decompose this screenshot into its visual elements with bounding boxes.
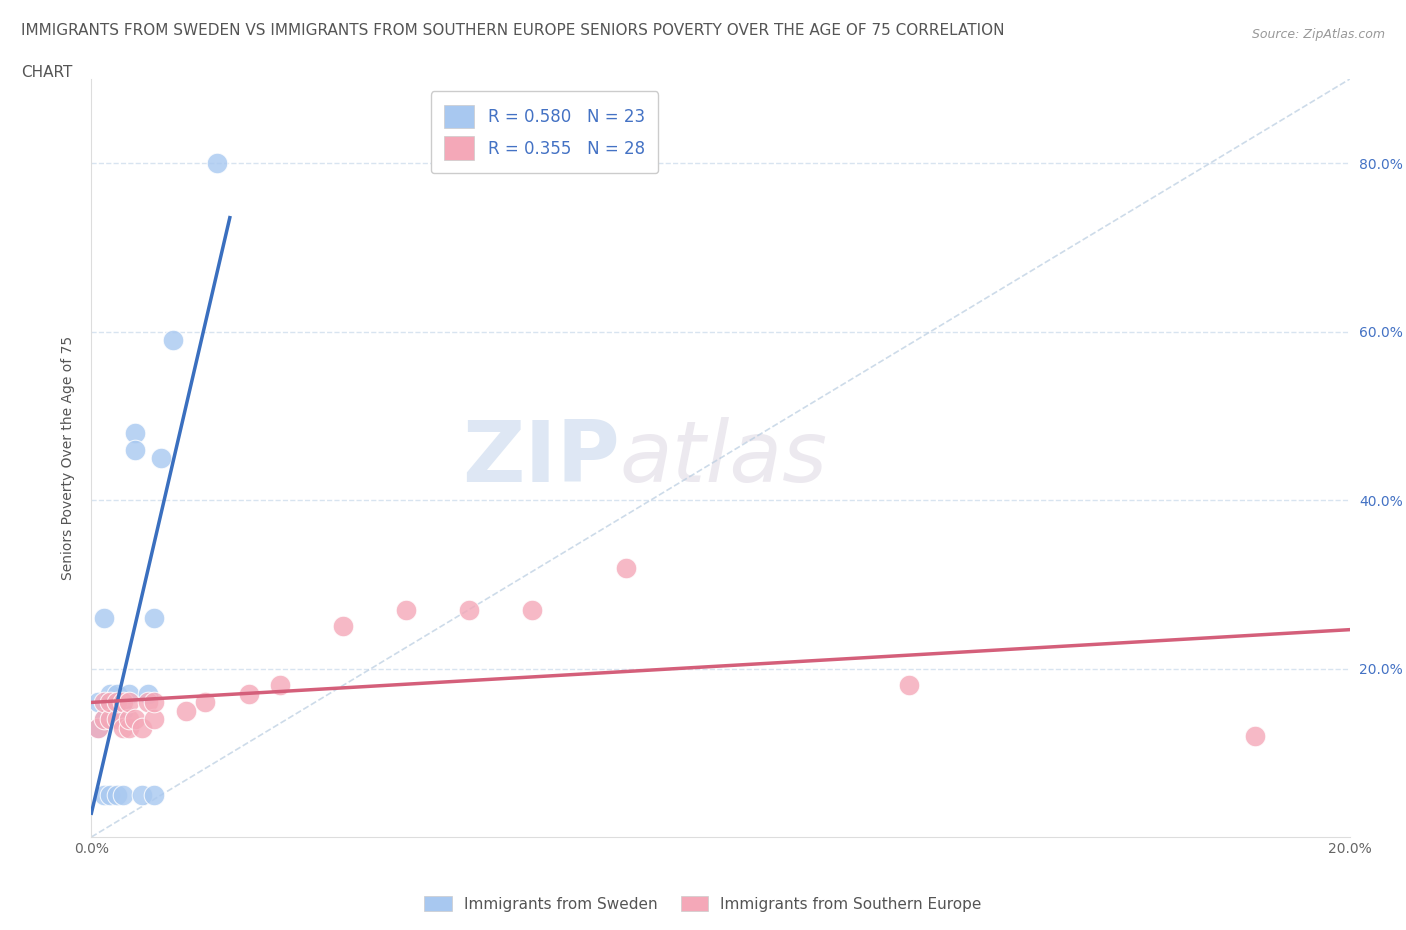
Point (614, 560, 637, 575)
Point (143, 695, 166, 710)
Point (111, 703, 134, 718)
Point (143, 788, 166, 803)
Point (93, 788, 115, 803)
Point (520, 603, 543, 618)
Point (395, 603, 418, 618)
Legend: Immigrants from Sweden, Immigrants from Southern Europe: Immigrants from Sweden, Immigrants from … (418, 889, 988, 918)
Point (93, 695, 115, 710)
Point (124, 425, 146, 440)
Point (136, 686, 159, 701)
Point (98, 788, 121, 803)
Point (131, 720, 153, 735)
Point (332, 619, 354, 634)
Point (98, 711, 121, 726)
Text: Source: ZipAtlas.com: Source: ZipAtlas.com (1251, 28, 1385, 41)
Point (174, 703, 197, 718)
Point (111, 720, 134, 735)
Point (111, 695, 134, 710)
Point (111, 788, 134, 803)
Point (105, 695, 128, 710)
Y-axis label: Seniors Poverty Over the Age of 75: Seniors Poverty Over the Age of 75 (62, 336, 76, 580)
Point (93, 611, 115, 626)
Point (149, 451, 172, 466)
Text: ZIP: ZIP (463, 417, 620, 499)
Point (105, 686, 128, 701)
Point (98, 695, 121, 710)
Point (124, 711, 146, 726)
Text: IMMIGRANTS FROM SWEDEN VS IMMIGRANTS FROM SOUTHERN EUROPE SENIORS POVERTY OVER T: IMMIGRANTS FROM SWEDEN VS IMMIGRANTS FRO… (21, 23, 1005, 38)
Point (124, 442, 146, 457)
Point (93, 711, 115, 726)
Point (898, 678, 921, 693)
Legend: R = 0.580   N = 23, R = 0.355   N = 28: R = 0.580 N = 23, R = 0.355 N = 28 (430, 91, 658, 173)
Point (194, 695, 217, 710)
Point (105, 711, 128, 726)
Point (93, 711, 115, 726)
Point (238, 686, 260, 701)
Point (143, 711, 166, 726)
Point (136, 695, 159, 710)
Point (98, 686, 121, 701)
Point (118, 720, 141, 735)
Point (98, 711, 121, 726)
Point (1244, 728, 1267, 743)
Point (86, 720, 108, 735)
Point (162, 333, 184, 348)
Point (118, 686, 141, 701)
Text: CHART: CHART (21, 65, 73, 80)
Point (105, 788, 128, 803)
Point (86, 720, 108, 735)
Point (105, 703, 128, 718)
Text: atlas: atlas (620, 417, 828, 499)
Point (118, 711, 141, 726)
Point (269, 678, 291, 693)
Point (131, 788, 153, 803)
Point (118, 695, 141, 710)
Point (86, 695, 108, 710)
Point (457, 603, 479, 618)
Point (143, 611, 166, 626)
Point (205, 156, 228, 171)
